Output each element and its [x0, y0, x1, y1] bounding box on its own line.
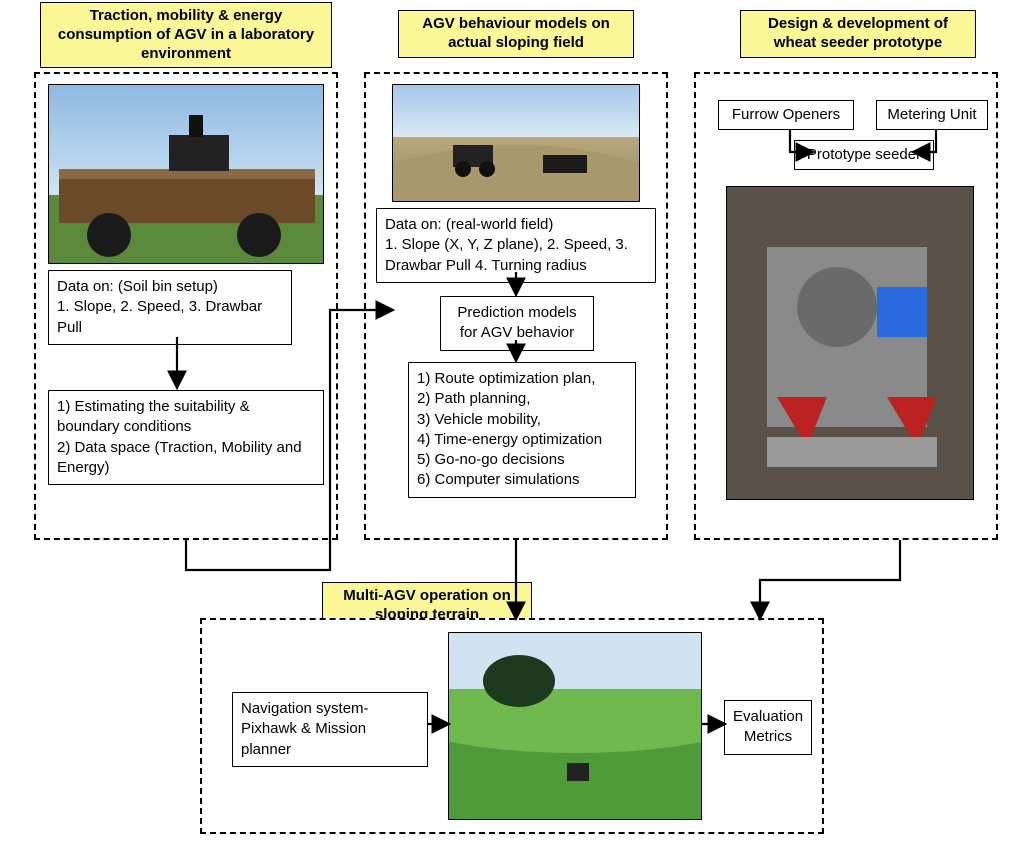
- col3-furrow-box: Furrow Openers: [718, 100, 854, 130]
- bottom-eval-box: Evaluation Metrics: [724, 700, 812, 755]
- photo-multi-agv-field: [448, 632, 702, 820]
- photo-seeder-prototype: [726, 186, 974, 500]
- photo-field-slope: [392, 84, 640, 202]
- col1-data-box: Data on: (Soil bin setup) 1. Slope, 2. S…: [48, 270, 292, 345]
- col2-data-box: Data on: (real-world field) 1. Slope (X,…: [376, 208, 656, 283]
- col2-prediction-box: Prediction models for AGV behavior: [440, 296, 594, 351]
- photo-soil-bin: [48, 84, 324, 264]
- col3-proto-box: Prototype seeder: [794, 140, 934, 170]
- col1-result-box: 1) Estimating the suitability & boundary…: [48, 390, 324, 485]
- col2-list-box: 1) Route optimization plan, 2) Path plan…: [408, 362, 636, 498]
- title-col1: Traction, mobility & energy consumption …: [40, 2, 332, 68]
- bottom-nav-box: Navigation system- Pixhawk & Mission pla…: [232, 692, 428, 767]
- title-col3: Design & development of wheat seeder pro…: [740, 10, 976, 58]
- title-col2: AGV behaviour models on actual sloping f…: [398, 10, 634, 58]
- col3-metering-box: Metering Unit: [876, 100, 988, 130]
